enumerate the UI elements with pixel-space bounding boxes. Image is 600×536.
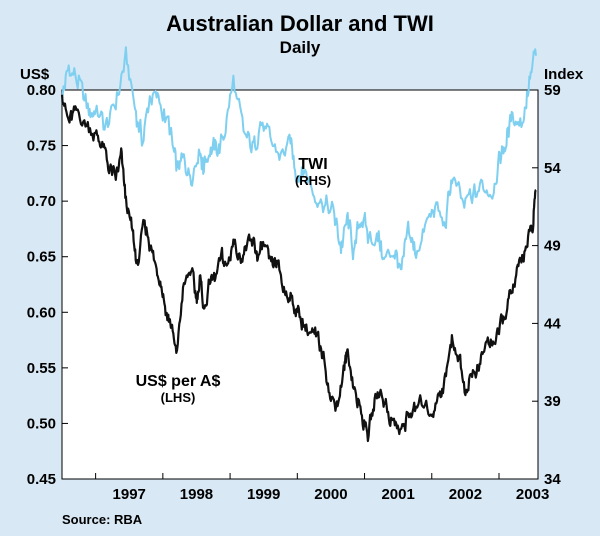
twi-series-label: TWI <box>298 156 327 173</box>
usd-series-line <box>60 94 537 443</box>
twi-series-line <box>61 46 537 271</box>
left-tick-label: 0.60 <box>27 304 56 321</box>
left-tick-label: 0.80 <box>27 82 56 99</box>
x-tick-label: 2001 <box>381 486 414 503</box>
left-tick-label: 0.70 <box>27 193 56 210</box>
right-axis-unit: Index <box>544 66 584 83</box>
twi-side-label: (RHS) <box>295 173 331 188</box>
x-tick-label: 1998 <box>180 486 213 503</box>
series-layer <box>60 46 537 443</box>
left-tick-label: 0.65 <box>27 249 56 266</box>
x-axis: 1997 1998 1999 2000 2001 2002 2003 <box>95 473 549 503</box>
right-tick-label: 34 <box>544 471 561 488</box>
right-tick-label: 39 <box>544 393 561 410</box>
left-axis: 0.80 0.75 0.70 0.65 0.60 0.55 0.50 0.45 <box>27 82 68 488</box>
right-tick-label: 59 <box>544 82 561 99</box>
x-tick-label: 1997 <box>113 486 146 503</box>
x-tick-label: 1999 <box>247 486 280 503</box>
right-tick-label: 54 <box>544 160 561 177</box>
x-tick-label: 2000 <box>314 486 347 503</box>
chart-subtitle: Daily <box>280 38 321 57</box>
right-tick-label: 44 <box>544 315 561 332</box>
chart-title: Australian Dollar and TWI <box>166 11 434 36</box>
plot-area <box>61 89 539 480</box>
left-tick-label: 0.50 <box>27 415 56 432</box>
right-tick-label: 49 <box>544 238 561 255</box>
left-axis-unit: US$ <box>20 66 50 83</box>
x-tick-label: 2003 <box>516 486 549 503</box>
source-note: Source: RBA <box>62 512 143 527</box>
left-tick-label: 0.45 <box>27 471 56 488</box>
x-tick-label: 2002 <box>449 486 482 503</box>
left-tick-label: 0.55 <box>27 360 56 377</box>
right-axis: 59 54 49 44 39 34 <box>532 82 561 488</box>
usd-series-label: US$ per A$ <box>136 373 221 390</box>
left-tick-label: 0.75 <box>27 138 56 155</box>
usd-side-label: (LHS) <box>161 390 196 405</box>
